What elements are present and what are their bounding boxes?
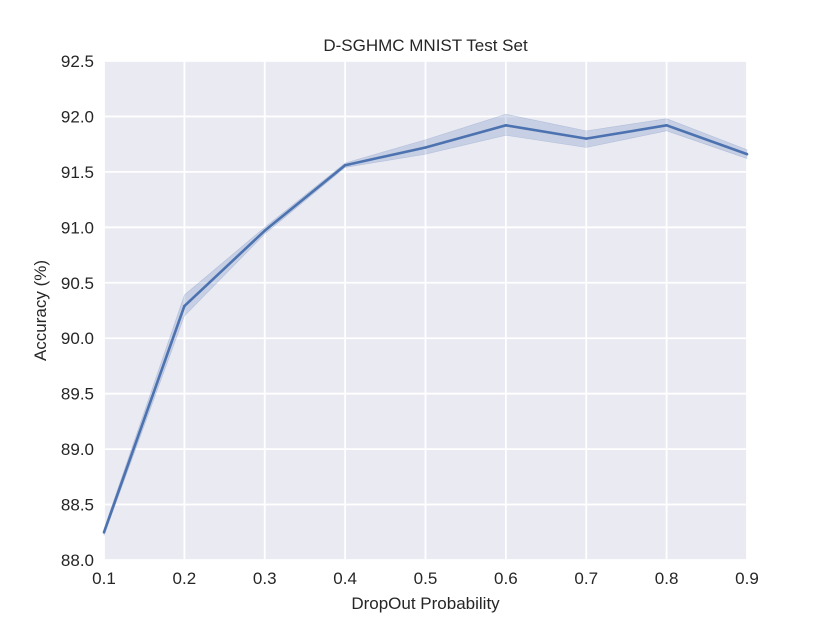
grid <box>103 60 748 561</box>
x-tick-label-5: 0.6 <box>494 569 518 588</box>
data-point-0-6 <box>584 137 588 140</box>
data-point-0-1 <box>183 304 186 308</box>
data-line <box>102 124 749 534</box>
y-tick-label-9: 92.5 <box>61 52 94 71</box>
x-axis-label: DropOut Probability <box>351 594 500 613</box>
x-tick-label-0: 0.1 <box>92 569 116 588</box>
y-tick-labels: 88.0 88.5 89.0 89.5 90.0 90.5 91.0 91.5 92.0 92.5 <box>61 52 94 570</box>
data-point-0-4 <box>424 146 427 149</box>
y-tick-label-2: 89.0 <box>61 440 94 459</box>
y-tick-label-1: 88.5 <box>61 496 94 515</box>
chart-title: D-SGHMC MNIST Test Set <box>323 36 528 55</box>
y-tick-label-7: 91.5 <box>61 163 94 182</box>
confidence-band-0 <box>103 113 748 536</box>
data-point-0-3 <box>343 163 347 167</box>
x-tick-label-7: 0.8 <box>655 569 679 588</box>
x-tick-label-3: 0.4 <box>333 569 357 588</box>
x-tick-label-4: 0.5 <box>414 569 438 588</box>
data-point-0-2 <box>263 229 267 232</box>
y-tick-label-6: 91.0 <box>61 218 94 237</box>
y-tick-label-5: 90.5 <box>61 274 94 293</box>
x-tick-label-2: 0.3 <box>253 569 277 588</box>
y-tick-label-3: 89.5 <box>61 385 94 404</box>
x-tick-label-6: 0.7 <box>574 569 598 588</box>
x-tick-label-1: 0.2 <box>173 569 197 588</box>
data-point-0-8 <box>745 152 749 156</box>
data-point-0-0 <box>102 530 106 534</box>
y-tick-label-8: 92.0 <box>61 107 94 126</box>
y-tick-label-0: 88.0 <box>61 551 94 570</box>
data-point-0-7 <box>665 124 668 127</box>
x-tick-labels: 0.1 0.2 0.3 0.4 0.5 0.6 0.7 0.8 0.9 <box>92 569 759 588</box>
confidence-band <box>103 113 748 536</box>
y-tick-label-4: 90.0 <box>61 329 94 348</box>
x-tick-label-8: 0.9 <box>735 569 759 588</box>
data-point-0-5 <box>504 124 508 127</box>
y-axis-label: Accuracy (%) <box>31 260 50 361</box>
